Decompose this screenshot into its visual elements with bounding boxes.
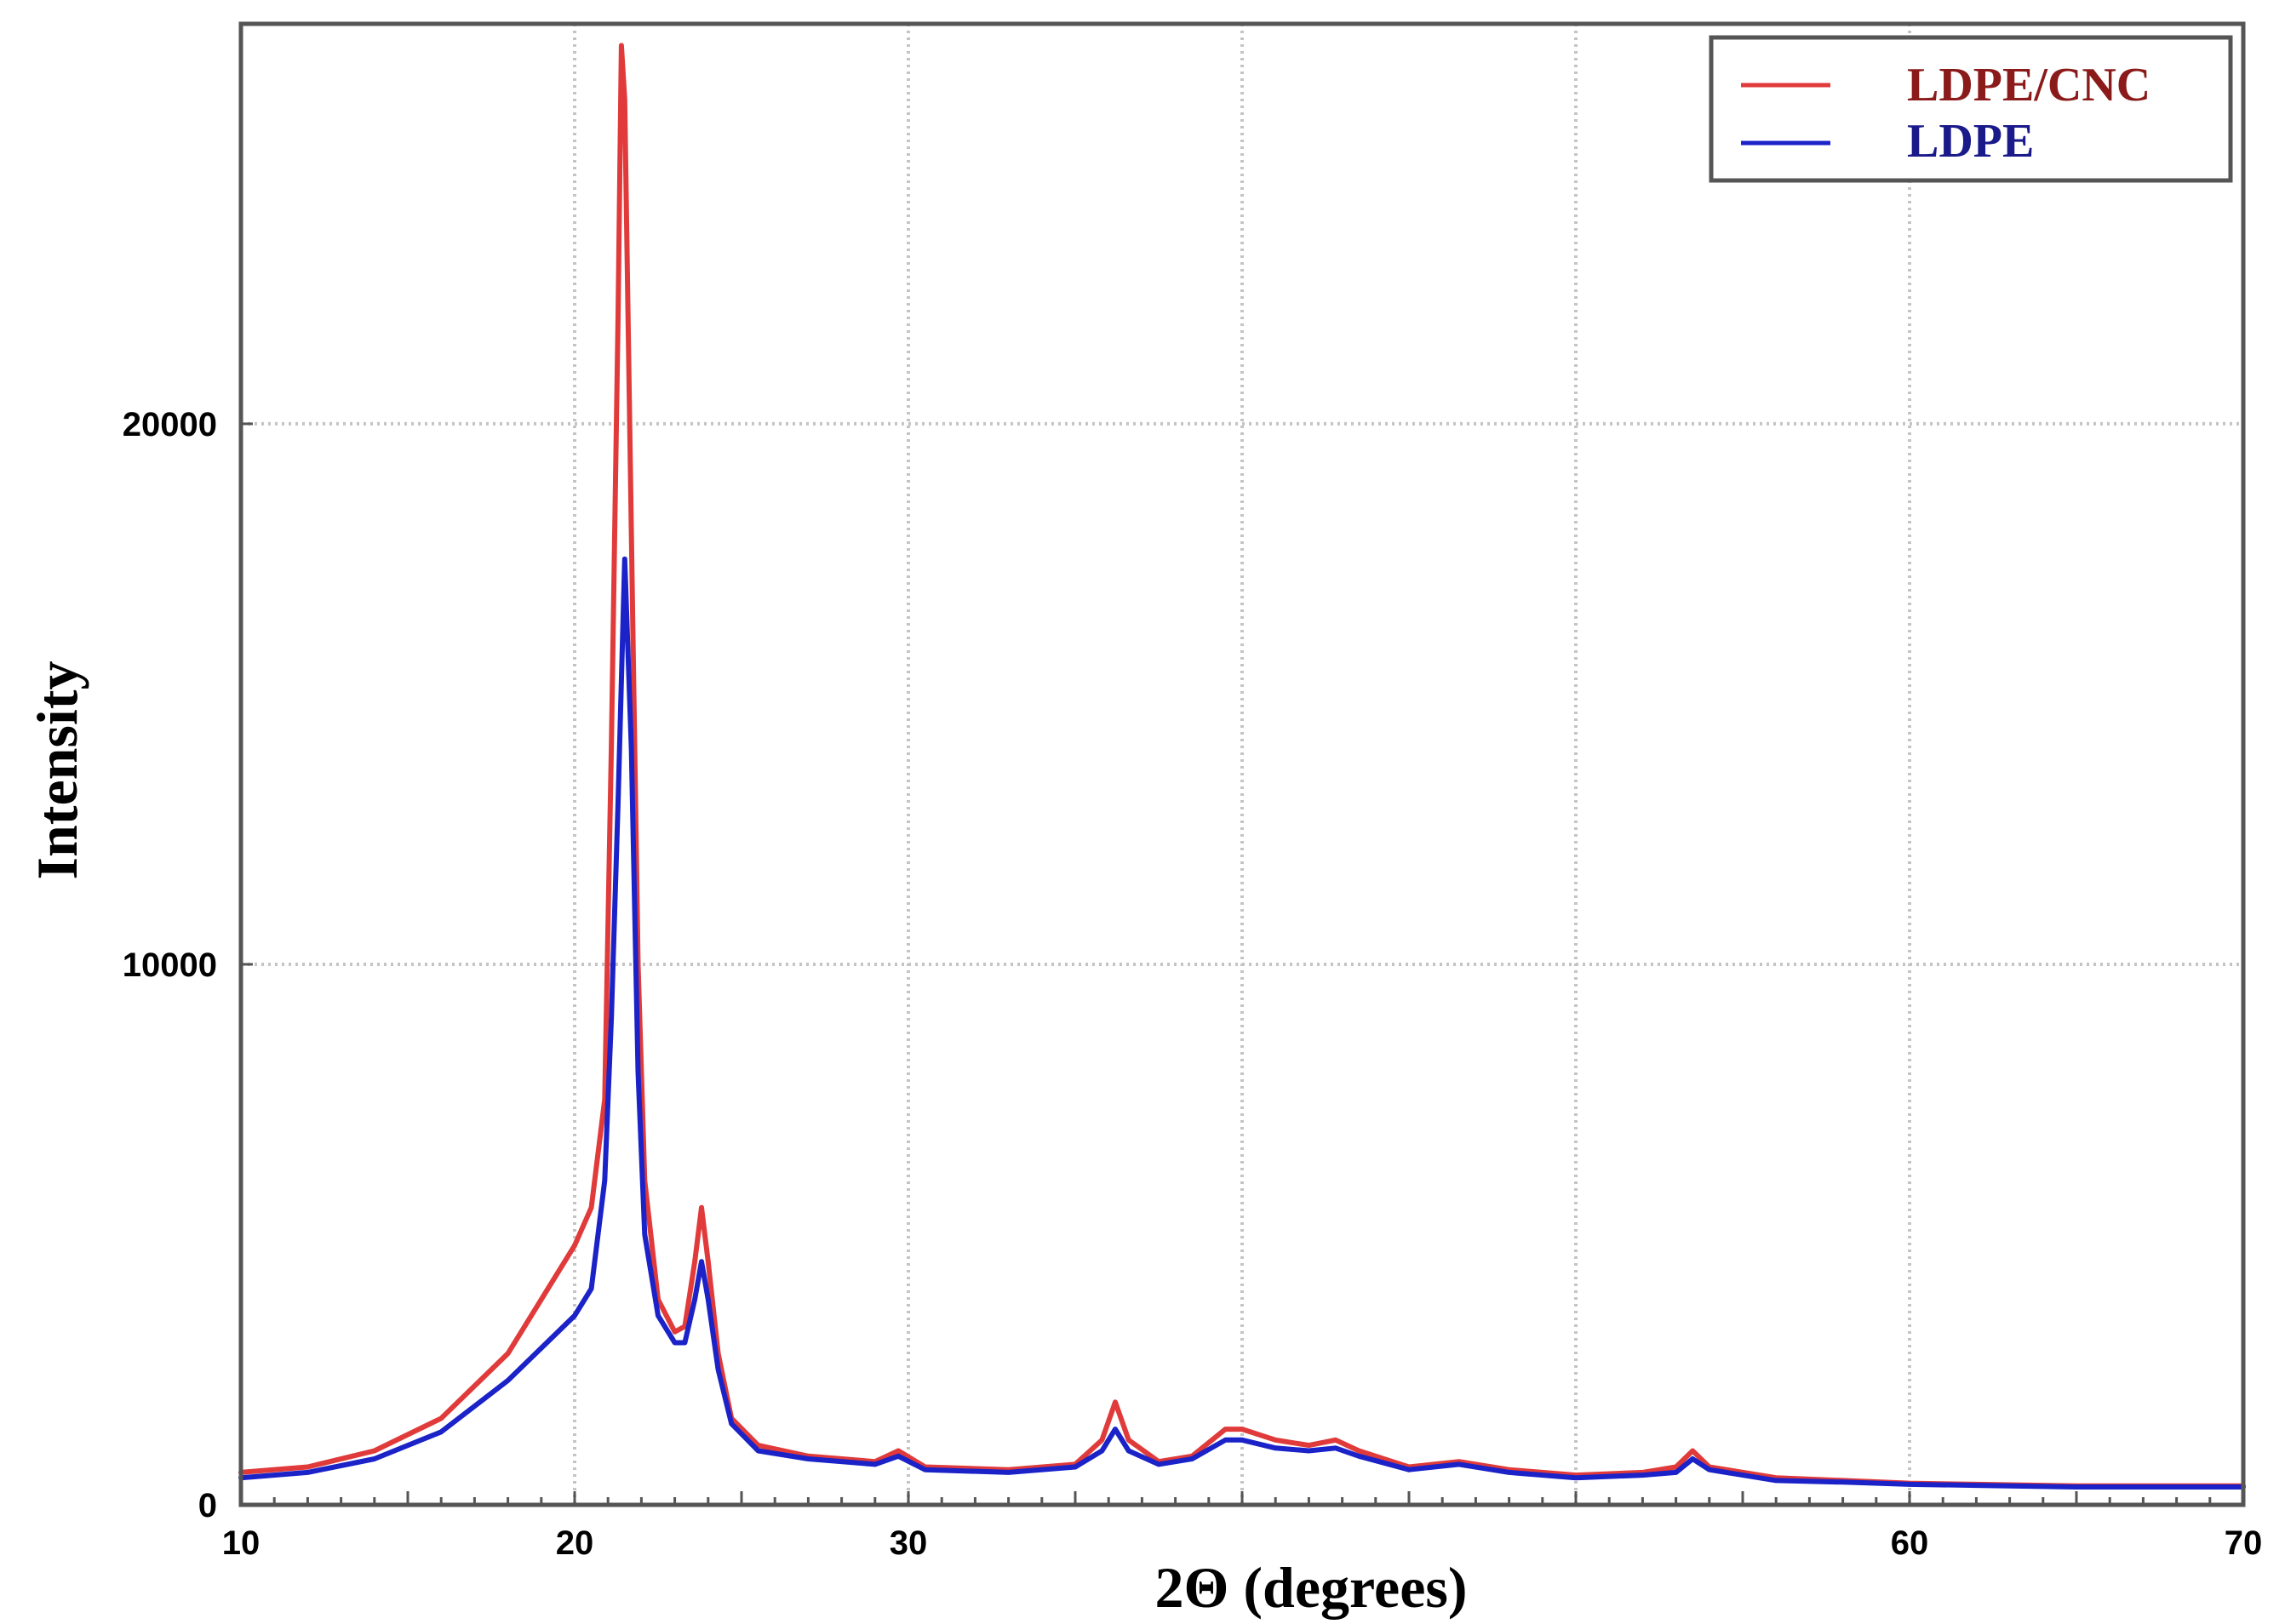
series-line-ldpe-cnc — [238, 43, 2246, 1489]
x-tick-label: 10 — [222, 1524, 261, 1562]
y-tick-label: 20000 — [123, 406, 217, 443]
x-tick-label: 20 — [556, 1524, 594, 1562]
grid — [241, 24, 2243, 1505]
legend-label-ldpe: LDPE — [1907, 115, 2034, 168]
legend: LDPE/CNC LDPE — [1709, 35, 2233, 183]
y-axis-title: Intensity — [25, 661, 89, 880]
x-tick-label: 30 — [890, 1524, 928, 1562]
legend-label-ldpe-cnc: LDPE/CNC — [1907, 59, 2150, 112]
y-ticks: 0 10000 20000 — [123, 406, 253, 1524]
x-ticks: 10 20 30 60 70 — [222, 1491, 2263, 1562]
x-axis-title: 2Θ (degrees) — [1155, 1555, 1468, 1620]
y-tick-label: 10000 — [123, 946, 217, 984]
legend-box — [1709, 35, 2233, 183]
x-tick-label: 60 — [1891, 1524, 1929, 1562]
x-tick-label: 70 — [2225, 1524, 2263, 1562]
series-lines — [238, 43, 2246, 1490]
y-tick-label: 0 — [198, 1487, 217, 1524]
series-line-ldpe — [238, 556, 2246, 1490]
